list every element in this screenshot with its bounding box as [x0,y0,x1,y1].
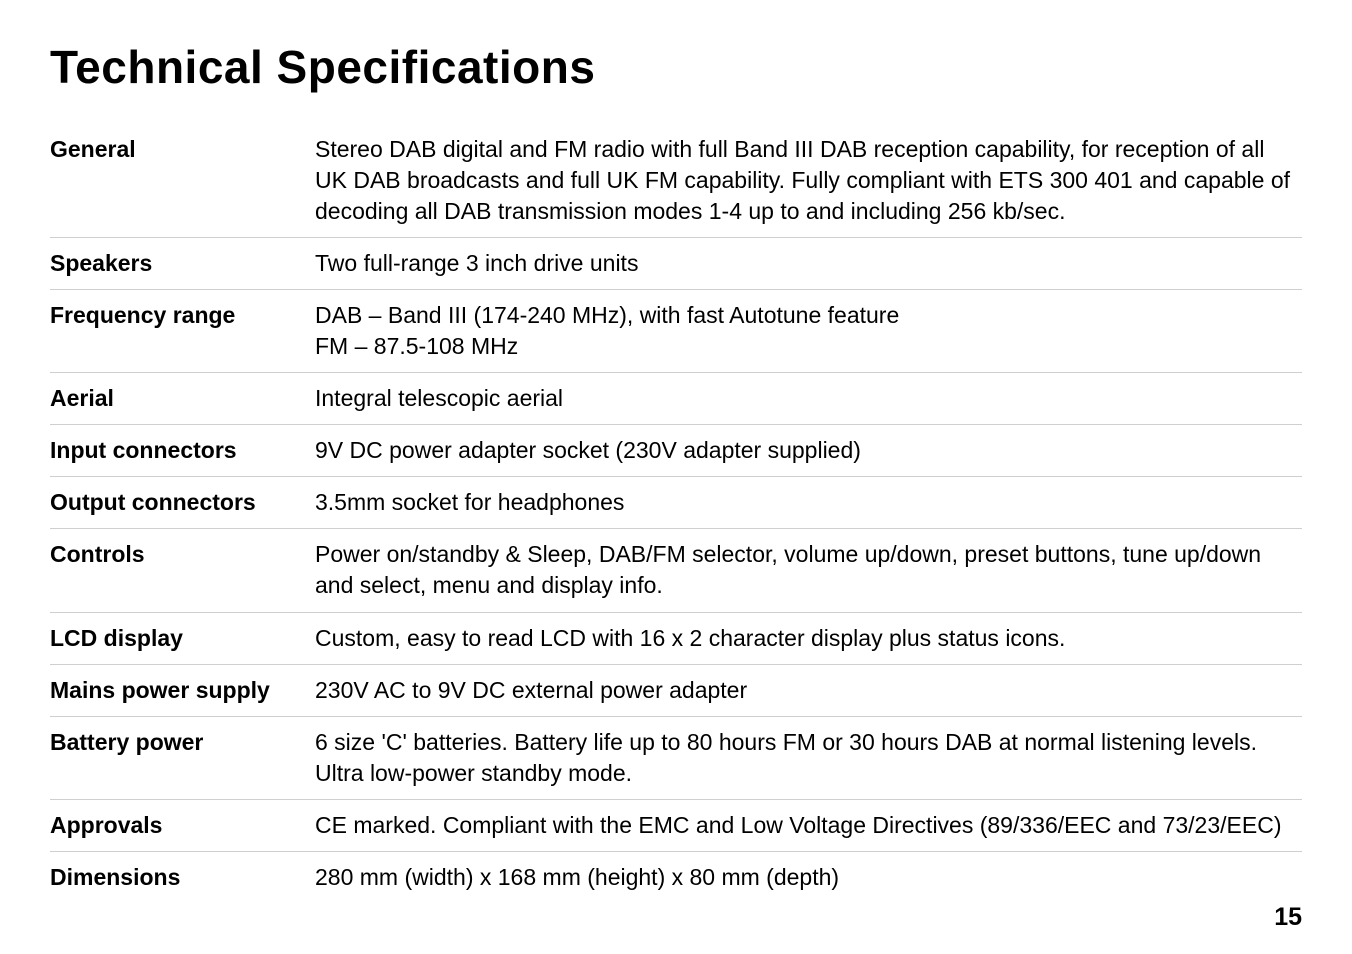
spec-value: Power on/standby & Sleep, DAB/FM selecto… [315,529,1302,612]
spec-label: Dimensions [50,851,315,903]
table-row: Input connectors 9V DC power adapter soc… [50,425,1302,477]
spec-value: CE marked. Compliant with the EMC and Lo… [315,799,1302,851]
table-row: LCD display Custom, easy to read LCD wit… [50,612,1302,664]
table-row: Controls Power on/standby & Sleep, DAB/F… [50,529,1302,612]
page-container: Technical Specifications General Stereo … [0,0,1352,954]
spec-value: Custom, easy to read LCD with 16 x 2 cha… [315,612,1302,664]
spec-label: Speakers [50,238,315,290]
spec-value: DAB – Band III (174-240 MHz), with fast … [315,290,1302,373]
spec-value: 6 size 'C' batteries. Battery life up to… [315,716,1302,799]
spec-table: General Stereo DAB digital and FM radio … [50,124,1302,903]
table-row: Dimensions 280 mm (width) x 168 mm (heig… [50,851,1302,903]
spec-value: 3.5mm socket for headphones [315,477,1302,529]
spec-label: Approvals [50,799,315,851]
spec-label: Output connectors [50,477,315,529]
table-row: General Stereo DAB digital and FM radio … [50,124,1302,238]
spec-label: Frequency range [50,290,315,373]
table-row: Battery power 6 size 'C' batteries. Batt… [50,716,1302,799]
spec-value: Two full-range 3 inch drive units [315,238,1302,290]
table-row: Aerial Integral telescopic aerial [50,373,1302,425]
spec-label: Controls [50,529,315,612]
spec-label: LCD display [50,612,315,664]
spec-value: 230V AC to 9V DC external power adapter [315,664,1302,716]
spec-label: Aerial [50,373,315,425]
table-row: Output connectors 3.5mm socket for headp… [50,477,1302,529]
spec-value: 280 mm (width) x 168 mm (height) x 80 mm… [315,851,1302,903]
spec-label: Mains power supply [50,664,315,716]
table-row: Mains power supply 230V AC to 9V DC exte… [50,664,1302,716]
spec-label: Input connectors [50,425,315,477]
table-row: Speakers Two full-range 3 inch drive uni… [50,238,1302,290]
page-title: Technical Specifications [50,40,1302,94]
spec-value: Integral telescopic aerial [315,373,1302,425]
spec-value: Stereo DAB digital and FM radio with ful… [315,124,1302,238]
spec-label: Battery power [50,716,315,799]
spec-label: General [50,124,315,238]
table-row: Approvals CE marked. Compliant with the … [50,799,1302,851]
table-row: Frequency range DAB – Band III (174-240 … [50,290,1302,373]
page-number: 15 [1274,903,1302,932]
spec-value: 9V DC power adapter socket (230V adapter… [315,425,1302,477]
